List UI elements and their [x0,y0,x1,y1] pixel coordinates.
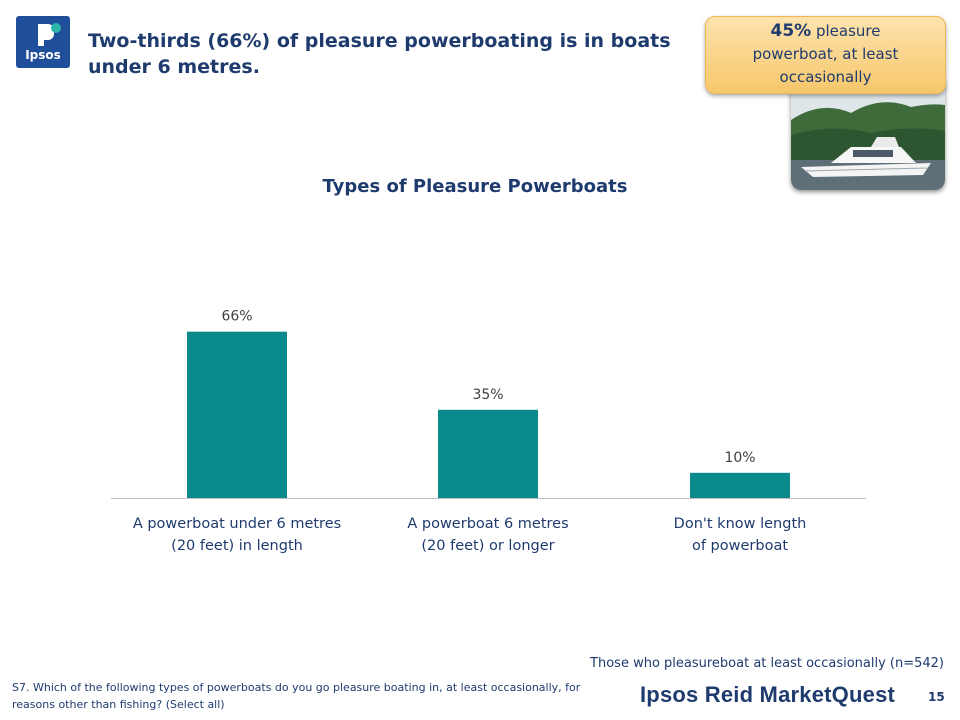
data-label-3: 10% [724,450,755,466]
powerboat-image [791,75,945,190]
slide-title-line1: Two-thirds (66%) of pleasure powerboatin… [88,30,671,52]
bar-3 [690,472,790,498]
brand-logo-text: Ipsos Reid MarketQuest [640,682,896,707]
data-label-1: 66% [221,309,252,325]
bar-2 [438,409,538,498]
bar-1 [187,331,287,498]
category-label-1-line-1: A powerboat under 6 metres [133,516,341,532]
callout-text-b: powerboat, at least [752,45,899,63]
data-label-2: 35% [472,387,503,403]
survey-question: S7. Which of the following types of powe… [12,681,581,711]
category-label-2-line-1: A powerboat 6 metres [407,516,568,532]
ipsos-logo: Ipsos [16,16,70,68]
callout-box: 45% pleasure powerboat, at least occasio… [705,16,946,94]
chart-title: Types of Pleasure Powerboats [322,176,628,197]
logo-text: Ipsos [25,48,61,62]
powerboat-photo [791,75,945,190]
callout-percent: 45% [770,21,812,41]
category-label-3-line-1: Don't know length [674,516,807,532]
base-note: Those who pleasureboat at least occasion… [590,656,944,671]
page-number: 15 [928,690,945,704]
category-label-1-line-2: (20 feet) in length [171,538,303,554]
callout-text-a: pleasure [815,22,881,40]
logo-mark-icon [38,23,61,46]
category-label-2-line-2: (20 feet) or longer [421,538,554,554]
category-label-3-line-2: of powerboat [692,538,788,554]
callout-text-c: occasionally [779,68,872,86]
slide-title: Two-thirds (66%) of pleasure powerboatin… [88,28,698,80]
slide-title-line2: under 6 metres. [88,56,260,78]
